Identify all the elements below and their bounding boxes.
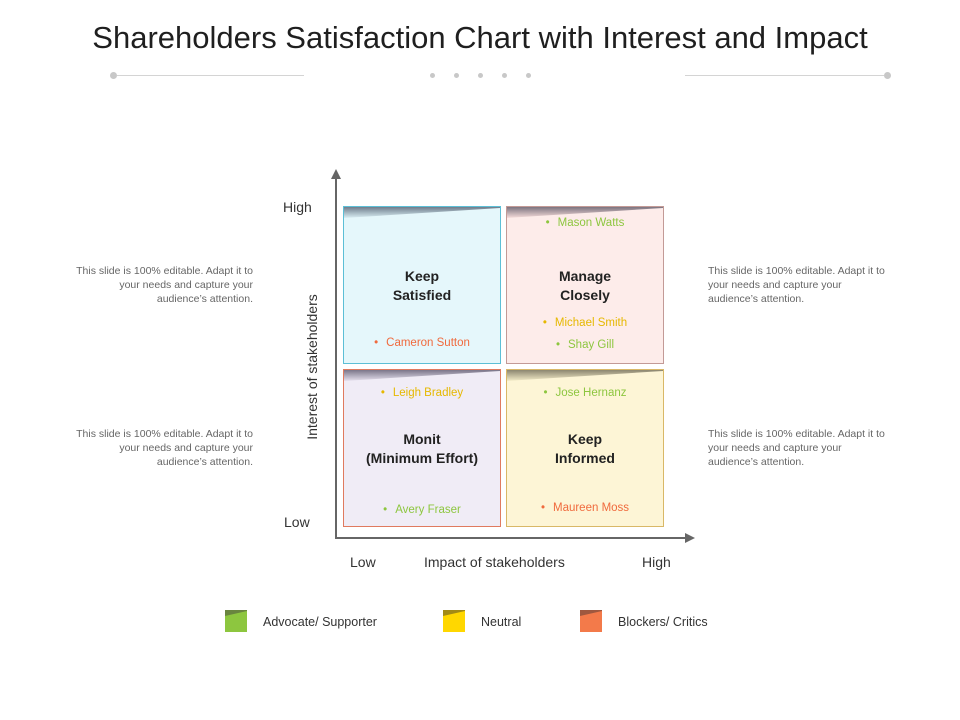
bullet-icon: • (540, 502, 545, 514)
bullet-icon: • (545, 217, 550, 229)
quadrant-title-line1: Manage (558, 268, 612, 284)
bullet-icon: • (542, 317, 547, 329)
y-axis-arrow (331, 169, 341, 179)
x-axis-title: Impact of stakeholders (424, 554, 565, 570)
quadrant-title-line1: Keep (567, 431, 603, 447)
bullet-icon: • (555, 339, 560, 351)
side-note-right-bottom: This slide is 100% editable. Adapt it to… (708, 428, 885, 468)
stakeholder-item: • Michael Smith (507, 317, 663, 329)
bullet-icon: • (383, 504, 388, 516)
quadrant-fold-shading (507, 207, 663, 218)
legend-label-advocate: Advocate/ Supporter (263, 615, 377, 629)
side-note-right-top: This slide is 100% editable. Adapt it to… (708, 265, 885, 305)
divider-right-line (685, 75, 884, 76)
stakeholder-name: Avery Fraser (395, 504, 461, 516)
quadrant-fold-shading (507, 370, 663, 381)
quadrant-fold-shading (344, 370, 500, 381)
stakeholder-item: • Avery Fraser (344, 504, 500, 516)
stakeholder-item: • Shay Gill (507, 339, 663, 351)
stakeholder-name: Mason Watts (557, 217, 625, 229)
divider-center-dot (454, 73, 459, 78)
legend-swatch-neutral (443, 610, 465, 632)
legend-fold-shading (443, 610, 465, 616)
stakeholder-name: Jose Hernanz (555, 387, 627, 399)
bullet-icon: • (374, 337, 379, 349)
divider-left-line (117, 75, 304, 76)
stakeholder-name: Leigh Bradley (392, 387, 464, 399)
side-note-left-bottom: This slide is 100% editable. Adapt it to… (76, 428, 253, 468)
bullet-icon: • (380, 387, 385, 399)
slide-title: Shareholders Satisfaction Chart with Int… (92, 20, 868, 55)
y-axis-title: Interest of stakeholders (304, 294, 320, 440)
legend-label-neutral: Neutral (481, 615, 522, 629)
quadrant-title-line2: Informed (555, 450, 615, 466)
legend-swatch-blockers (580, 610, 602, 632)
divider-center-dot (430, 73, 435, 78)
stakeholder-name: Cameron Sutton (386, 337, 470, 349)
stakeholder-name: Shay Gill (568, 339, 615, 351)
stakeholder-item: • Leigh Bradley (344, 387, 500, 399)
legend-label-blockers: Blockers/ Critics (618, 615, 708, 629)
quadrant-fold-shading (344, 207, 500, 218)
divider-center-dot (478, 73, 483, 78)
quadrant-title-line2: (Minimum Effort) (366, 450, 478, 466)
y-axis-low-label: Low (284, 514, 310, 530)
x-axis-arrow (685, 533, 695, 543)
stakeholder-name: Michael Smith (554, 317, 628, 329)
stakeholder-item: • Maureen Moss (507, 502, 663, 514)
legend-fold-shading (580, 610, 602, 616)
quadrant-title-line1: Monit (403, 431, 441, 447)
legend-fold-shading (225, 610, 247, 616)
divider-left-dot (110, 72, 117, 79)
legend-swatch-advocate (225, 610, 247, 632)
divider-center-dot (502, 73, 507, 78)
stakeholder-item: • Cameron Sutton (344, 337, 500, 349)
quadrant-title-line2: Closely (560, 287, 610, 303)
x-axis-low-label: Low (350, 554, 376, 570)
x-axis-high-label: High (642, 554, 671, 570)
quadrant-monitor: • Leigh Bradley Monit (Minimum Effort) • A… (343, 369, 501, 527)
x-axis-line (335, 537, 687, 539)
quadrant-title-line2: Satisfied (392, 287, 452, 303)
divider-right-dot (884, 72, 891, 79)
quadrant-manage-closely: • Mason Watts Manage Closely • Michael Smi… (506, 206, 664, 364)
quadrant-keep-satisfied: Keep Satisfied • Cameron Sutton (343, 206, 501, 364)
bullet-icon: • (543, 387, 548, 399)
y-axis-high-label: High (283, 199, 312, 215)
quadrant-title-line1: Keep (404, 268, 440, 284)
stakeholder-name: Maureen Moss (552, 502, 630, 514)
stakeholder-item: • Mason Watts (507, 217, 663, 229)
stakeholder-item: • Jose Hernanz (507, 387, 663, 399)
y-axis-line (335, 178, 337, 539)
side-note-left-top: This slide is 100% editable. Adapt it to… (76, 265, 253, 305)
divider-center-dot (526, 73, 531, 78)
quadrant-keep-informed: • Jose Hernanz Keep Informed • Maureen Mos… (506, 369, 664, 527)
